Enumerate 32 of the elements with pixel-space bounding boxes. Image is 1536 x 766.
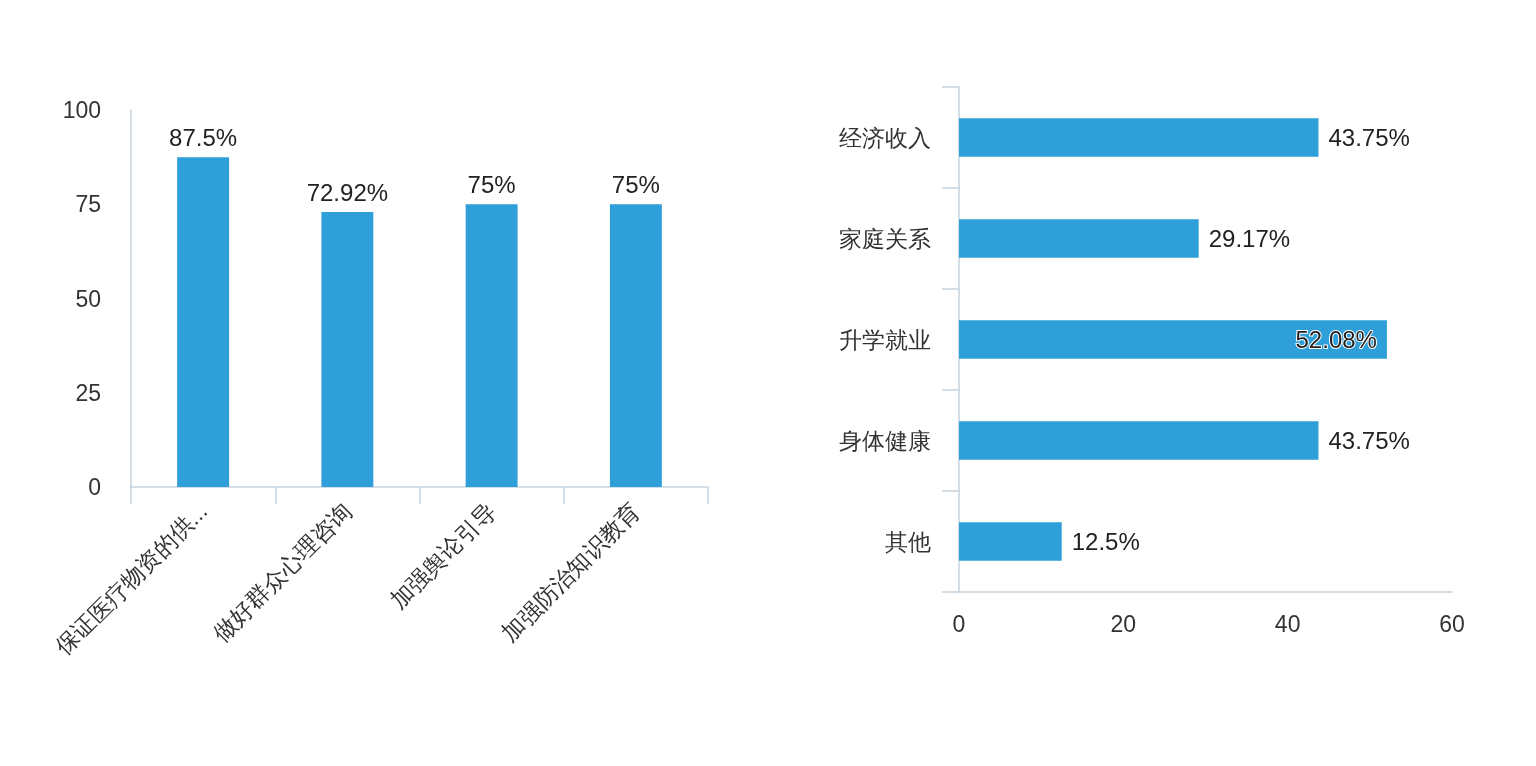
y-tick-label: 25: [75, 379, 101, 406]
data-label: 43.75%: [1328, 124, 1410, 151]
x-tick-label: 60: [1439, 610, 1465, 637]
data-label: 87.5%: [169, 123, 238, 151]
bar: [465, 204, 518, 487]
data-label: 75%: [611, 170, 660, 198]
data-label: 12.5%: [1071, 528, 1140, 555]
bar: [321, 212, 374, 487]
data-label: 75%: [467, 170, 516, 198]
bar: [177, 157, 230, 487]
y-tick-label: 0: [88, 474, 101, 500]
y-tick-label: 身体健康: [839, 427, 931, 454]
data-label: 43.75%: [1328, 427, 1410, 454]
y-tick-label: 50: [75, 285, 101, 312]
x-tick-label: 20: [1110, 610, 1137, 637]
bar: [959, 219, 1199, 258]
y-tick-label: 家庭关系: [839, 225, 931, 252]
y-tick-label: 75: [75, 191, 101, 218]
bar: [959, 320, 1387, 359]
bar: [959, 522, 1062, 561]
data-label: 72.92%: [306, 178, 389, 206]
bar: [959, 421, 1319, 460]
bar: [609, 204, 662, 487]
data-label: 52.08%: [1295, 326, 1377, 353]
x-tick-label: 40: [1274, 610, 1301, 637]
y-tick-label: 100: [62, 97, 101, 123]
bar: [959, 118, 1319, 157]
y-tick-label: 其他: [885, 528, 931, 555]
y-tick-label: 经济收入: [839, 124, 931, 151]
data-label: 29.17%: [1208, 225, 1291, 252]
x-tick-label: 0: [952, 610, 966, 637]
y-tick-label: 升学就业: [839, 326, 931, 353]
